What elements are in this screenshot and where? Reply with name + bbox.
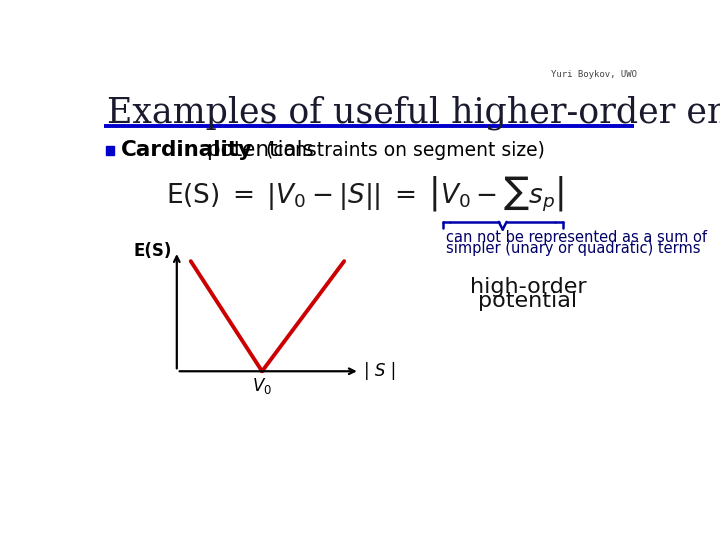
FancyBboxPatch shape [106,146,114,155]
Text: high-order: high-order [469,276,586,296]
Text: (constraints on segment size): (constraints on segment size) [254,141,545,160]
Text: | S |: | S | [364,362,397,380]
Text: Examples of useful higher-order energies: Examples of useful higher-order energies [107,96,720,130]
Text: $V_0$: $V_0$ [252,376,272,396]
Text: potential: potential [478,291,577,311]
Text: $\mathrm{E(S)} \;=\; \left| V_0 - |S| \right| \;=\; \left| V_0 - \sum s_p \right: $\mathrm{E(S)} \;=\; \left| V_0 - |S| \r… [166,174,564,214]
Text: E(S): E(S) [134,242,172,260]
Text: Yuri Boykov, UWO: Yuri Boykov, UWO [551,70,637,79]
Text: simpler (unary or quadratic) terms: simpler (unary or quadratic) terms [446,241,701,256]
Text: can not be represented as a sum of: can not be represented as a sum of [446,231,708,245]
Text: Cardinality: Cardinality [121,140,253,160]
Text: potentials: potentials [200,140,314,160]
